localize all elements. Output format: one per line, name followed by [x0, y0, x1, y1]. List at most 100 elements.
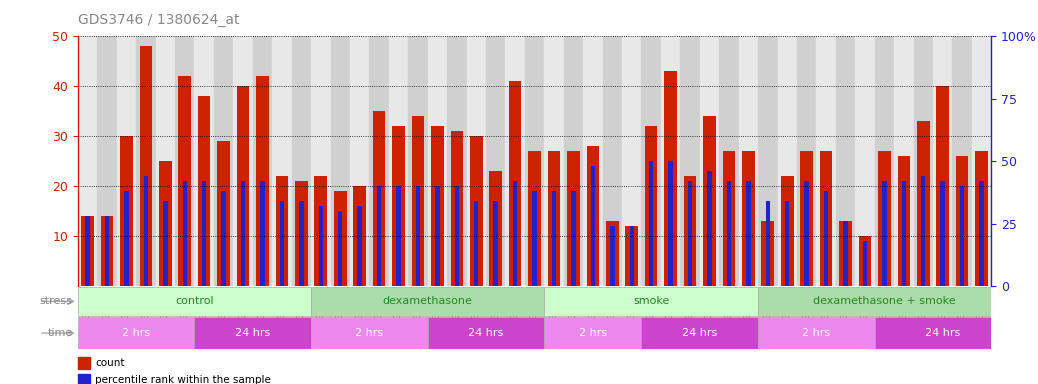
Bar	[680, 36, 700, 286]
Bar	[319, 206, 323, 286]
Bar	[567, 151, 580, 286]
Bar	[214, 36, 234, 286]
Bar	[972, 36, 991, 286]
Bar	[253, 36, 272, 286]
Bar	[626, 226, 638, 286]
Bar	[81, 216, 93, 286]
Text: percentile rank within the sample: percentile rank within the sample	[95, 375, 271, 384]
Bar	[956, 156, 968, 286]
Bar	[722, 151, 735, 286]
Bar	[544, 36, 564, 286]
Bar	[719, 36, 739, 286]
Bar	[493, 201, 498, 286]
Bar	[78, 287, 311, 316]
Bar	[622, 36, 641, 286]
Bar	[571, 191, 576, 286]
Bar	[583, 36, 603, 286]
Text: smoke: smoke	[633, 296, 670, 306]
Bar	[875, 318, 1011, 349]
Bar	[816, 36, 836, 286]
Bar	[878, 151, 891, 286]
Bar	[85, 216, 89, 286]
Bar	[377, 186, 381, 286]
Bar	[591, 166, 595, 286]
Bar	[237, 86, 249, 286]
Bar	[120, 136, 133, 286]
Bar	[241, 181, 245, 286]
Bar	[416, 186, 420, 286]
Text: count: count	[95, 358, 125, 368]
Bar	[221, 191, 226, 286]
Bar	[544, 318, 641, 349]
Bar	[953, 36, 972, 286]
Bar	[855, 36, 875, 286]
Bar	[739, 36, 758, 286]
Bar	[684, 176, 696, 286]
Bar	[863, 241, 867, 286]
Bar	[824, 191, 828, 286]
Bar	[858, 236, 871, 286]
Bar	[389, 36, 408, 286]
Bar	[544, 287, 758, 316]
Bar	[936, 86, 949, 286]
Bar	[894, 36, 913, 286]
Bar	[194, 36, 214, 286]
Text: time: time	[48, 328, 73, 338]
Bar	[875, 36, 894, 286]
Bar	[902, 181, 906, 286]
Bar	[839, 221, 852, 286]
Bar	[194, 318, 311, 349]
Bar	[836, 36, 855, 286]
Bar	[506, 36, 525, 286]
Bar	[766, 201, 770, 286]
Text: 2 hrs: 2 hrs	[579, 328, 607, 338]
Text: GDS3746 / 1380624_at: GDS3746 / 1380624_at	[78, 13, 240, 27]
Bar	[664, 71, 677, 286]
Bar	[552, 191, 556, 286]
Bar	[101, 216, 113, 286]
Bar	[474, 201, 479, 286]
Bar	[295, 181, 307, 286]
Bar	[785, 201, 790, 286]
Bar	[125, 191, 129, 286]
Bar	[428, 36, 447, 286]
Bar	[466, 36, 486, 286]
Text: control: control	[175, 296, 214, 306]
Bar	[804, 181, 809, 286]
Bar	[428, 318, 544, 349]
Bar	[610, 226, 614, 286]
Bar	[370, 36, 389, 286]
Bar	[548, 151, 561, 286]
Bar	[489, 171, 502, 286]
Bar	[800, 151, 813, 286]
Bar	[586, 146, 599, 286]
Bar	[139, 46, 153, 286]
Bar	[882, 181, 886, 286]
Bar	[311, 287, 544, 316]
Bar	[898, 156, 910, 286]
Bar	[315, 176, 327, 286]
Bar	[78, 36, 98, 286]
Bar	[276, 176, 289, 286]
Bar	[486, 36, 506, 286]
Bar	[645, 126, 657, 286]
Bar	[470, 136, 483, 286]
Bar	[105, 216, 109, 286]
Bar	[183, 181, 187, 286]
Bar	[334, 191, 347, 286]
Bar	[649, 161, 653, 286]
Bar	[564, 36, 583, 286]
Bar	[136, 36, 156, 286]
Bar	[159, 161, 171, 286]
Bar	[641, 318, 758, 349]
Text: 24 hrs: 24 hrs	[925, 328, 960, 338]
Text: 24 hrs: 24 hrs	[682, 328, 717, 338]
Bar	[98, 36, 116, 286]
Text: 2 hrs: 2 hrs	[802, 328, 830, 338]
Bar	[976, 151, 988, 286]
Bar	[338, 211, 343, 286]
Bar	[330, 36, 350, 286]
Bar	[777, 36, 797, 286]
Bar	[629, 226, 634, 286]
Bar	[843, 221, 848, 286]
